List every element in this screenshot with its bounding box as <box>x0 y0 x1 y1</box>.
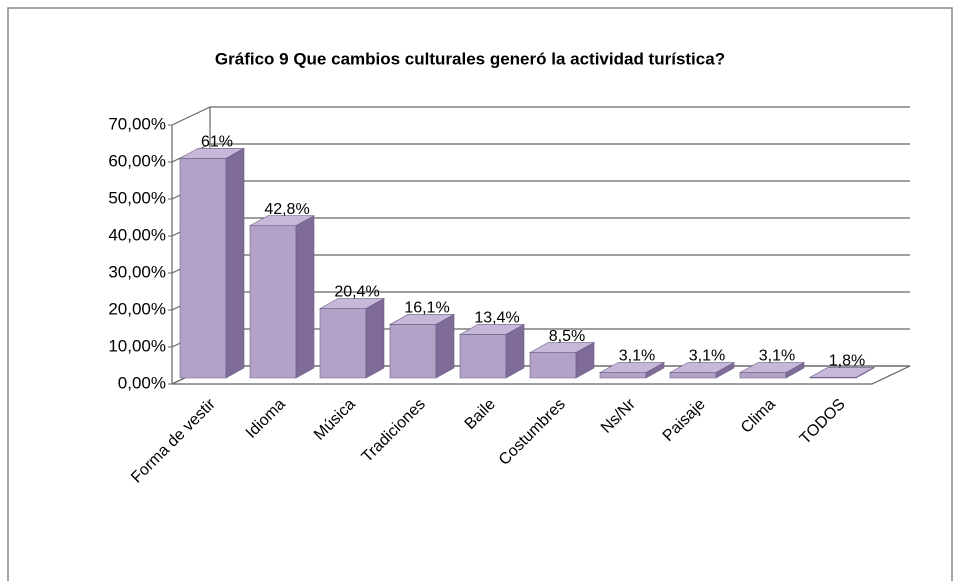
value-label: 3,1% <box>619 348 655 365</box>
value-label: 8,5% <box>549 328 585 345</box>
value-label: 20,4% <box>334 284 379 301</box>
bar-top <box>178 148 246 159</box>
bar <box>388 313 456 379</box>
bar <box>738 362 806 379</box>
value-label: 61% <box>201 134 233 151</box>
y-tick-label: 10,00% <box>108 336 166 355</box>
value-label: 3,1% <box>689 348 725 365</box>
bar-front <box>669 372 717 379</box>
y-tick-label: 50,00% <box>108 188 166 207</box>
value-label: 3,1% <box>759 348 795 365</box>
y-tick-label: 60,00% <box>108 151 166 170</box>
value-label: 16,1% <box>404 300 449 317</box>
side-grid-line <box>171 106 211 126</box>
value-label: 13,4% <box>474 310 519 327</box>
bar <box>528 342 596 379</box>
bar-top <box>388 314 456 325</box>
y-tick-label: 0,00% <box>118 373 166 392</box>
value-label: 1,8% <box>829 353 865 370</box>
y-tick-label: 40,00% <box>108 225 166 244</box>
bar <box>248 215 316 379</box>
bar <box>808 366 876 379</box>
bar-front <box>529 352 577 379</box>
bar-front <box>389 324 437 379</box>
y-tick-label: 20,00% <box>108 299 166 318</box>
bar-front <box>179 158 227 379</box>
bar-side <box>435 313 455 379</box>
back-wall <box>210 107 910 366</box>
bar-front <box>319 308 367 379</box>
bar-front <box>739 372 787 379</box>
bar-side <box>365 298 385 379</box>
bar <box>668 362 736 379</box>
bar-top <box>738 362 806 373</box>
bar <box>458 323 526 379</box>
bar-front <box>459 334 507 379</box>
bar-front <box>599 372 647 379</box>
bar <box>598 362 666 379</box>
y-tick-label: 30,00% <box>108 262 166 281</box>
chart-title: Gráfico 9 Que cambios culturales generó … <box>215 49 725 68</box>
bar-top <box>598 362 666 373</box>
bar-top <box>808 367 876 378</box>
bar-front <box>249 225 297 379</box>
bar <box>178 147 246 379</box>
bar-top <box>668 362 736 373</box>
bar-top <box>528 342 596 353</box>
bar <box>318 298 386 379</box>
bar-side <box>295 215 315 379</box>
bar-side <box>225 147 245 379</box>
y-tick-label: 70,00% <box>108 114 166 133</box>
bar-top <box>318 298 386 309</box>
bar-top <box>248 215 316 226</box>
value-label: 42,8% <box>264 201 309 218</box>
bar-top <box>458 324 526 335</box>
